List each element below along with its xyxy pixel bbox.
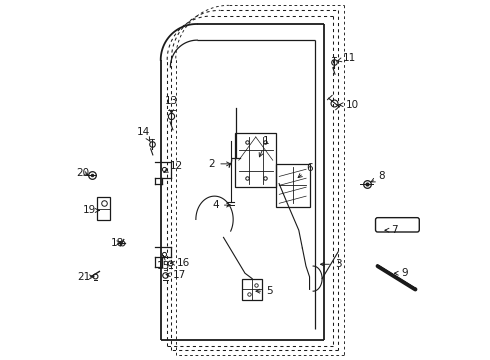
Text: 16: 16: [171, 258, 190, 268]
Text: 15: 15: [157, 256, 170, 271]
Text: 3: 3: [320, 259, 342, 269]
Text: 9: 9: [394, 268, 408, 278]
Text: 7: 7: [385, 225, 398, 235]
Text: 4: 4: [212, 200, 230, 210]
Text: 12: 12: [164, 161, 183, 172]
Text: 14: 14: [137, 127, 150, 142]
Text: 19: 19: [82, 206, 99, 216]
Text: 5: 5: [256, 286, 273, 296]
Text: 13: 13: [165, 96, 178, 113]
Text: 11: 11: [337, 53, 356, 63]
Bar: [276, 164, 310, 207]
FancyBboxPatch shape: [375, 218, 419, 232]
Text: 2: 2: [209, 159, 230, 169]
Text: 20: 20: [76, 168, 90, 178]
Bar: [235, 134, 276, 187]
Text: 1: 1: [259, 136, 270, 157]
Text: 8: 8: [371, 171, 385, 182]
Text: 6: 6: [298, 163, 313, 177]
Bar: [242, 279, 262, 300]
Text: 18: 18: [110, 238, 123, 248]
Text: 17: 17: [166, 270, 186, 280]
Text: 10: 10: [339, 100, 359, 110]
Bar: [97, 197, 110, 220]
Text: 21: 21: [78, 272, 94, 282]
